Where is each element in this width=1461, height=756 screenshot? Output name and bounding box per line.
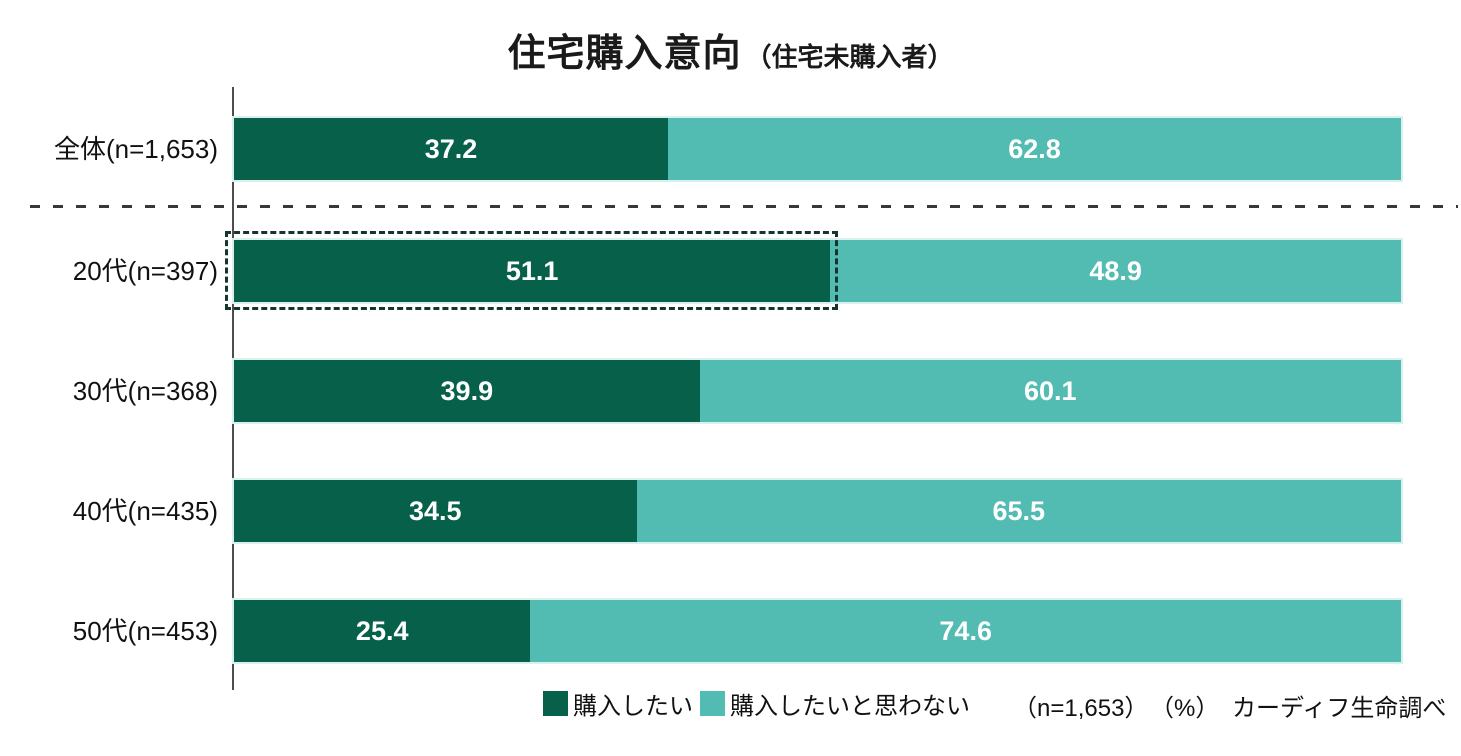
value-label: 48.9 <box>1089 255 1142 286</box>
category-label: 30代(n=368) <box>72 376 218 406</box>
category-label: 全体(n=1,653) <box>53 134 218 164</box>
value-label: 60.1 <box>1024 375 1077 406</box>
legend-swatch-want-icon <box>543 691 568 716</box>
legend-swatch-notwant-icon <box>700 691 725 716</box>
bar-segment-want: 39.9 <box>234 360 700 422</box>
bar-segment-notwant: 74.6 <box>530 600 1401 662</box>
value-label: 74.6 <box>939 615 992 646</box>
value-label: 39.9 <box>440 375 494 406</box>
stacked-bar: 37.2 62.8 <box>232 116 1403 182</box>
highlight-dashed-box <box>225 231 838 310</box>
value-label: 62.8 <box>1008 133 1061 164</box>
legend-item-notwant: 購入したいと思わない <box>700 686 970 721</box>
bar-segment-notwant: 60.1 <box>699 360 1401 422</box>
legend: 購入したい 購入したいと思わない （n=1,653） （%） カーディフ生命調べ <box>0 686 1461 722</box>
value-label: 25.4 <box>355 615 409 646</box>
chart-title: 住宅購入意向 <box>507 33 742 75</box>
bar-segment-want: 34.5 <box>234 480 637 542</box>
value-label: 65.5 <box>992 495 1046 526</box>
stacked-bar: 25.4 74.6 <box>232 598 1403 664</box>
bar-row-40s: 40代(n=435) 34.5 65.5 <box>0 478 1461 544</box>
bar-segment-want: 51.1 <box>234 240 831 302</box>
y-axis-line <box>232 87 234 690</box>
legend-label: 購入したいと思わない <box>730 693 970 720</box>
stacked-bar: 39.9 60.1 <box>232 358 1403 424</box>
legend-label: 購入したい <box>573 693 693 720</box>
legend-item-want: 購入したい <box>543 686 693 721</box>
bar-segment-want: 37.2 <box>234 118 669 180</box>
chart-title-sub: （住宅未購入者） <box>745 42 954 72</box>
bar-segment-notwant: 62.8 <box>668 118 1401 180</box>
note-sample-size: （n=1,653） <box>1013 695 1149 722</box>
value-label: 34.5 <box>409 495 462 526</box>
page-title: 住宅購入意向 （住宅未購入者） <box>0 22 1461 77</box>
bar-row-50s: 50代(n=453) 25.4 74.6 <box>0 598 1461 664</box>
bar-row-20s: 20代(n=397) 51.1 48.9 <box>0 238 1461 304</box>
bar-segment-want: 25.4 <box>234 600 531 662</box>
source-credit: カーディフ生命調べ <box>1232 695 1447 722</box>
total-separator-dashed-line <box>30 205 1458 208</box>
bar-segment-notwant: 48.9 <box>830 240 1401 302</box>
value-label: 51.1 <box>505 255 559 286</box>
category-label: 40代(n=435) <box>72 496 218 526</box>
bar-segment-notwant: 65.5 <box>636 480 1401 542</box>
stacked-bar: 51.1 48.9 <box>232 238 1403 304</box>
category-label: 20代(n=397) <box>72 256 218 286</box>
bar-row-30s: 30代(n=368) 39.9 60.1 <box>0 358 1461 424</box>
bar-row-total: 全体(n=1,653) 37.2 62.8 <box>0 116 1461 182</box>
category-label: 50代(n=453) <box>72 616 218 646</box>
note-unit: （%） <box>1150 695 1220 722</box>
value-label: 37.2 <box>424 133 478 164</box>
stacked-bar: 34.5 65.5 <box>232 478 1403 544</box>
